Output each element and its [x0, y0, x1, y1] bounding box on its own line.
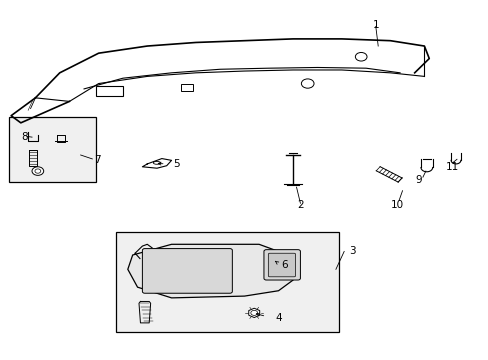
Polygon shape — [248, 308, 259, 318]
Circle shape — [301, 79, 313, 88]
Text: 10: 10 — [390, 200, 404, 210]
Text: 8: 8 — [21, 132, 27, 142]
Bar — [181, 84, 193, 91]
Polygon shape — [127, 244, 292, 298]
Text: 2: 2 — [297, 200, 303, 210]
Circle shape — [32, 167, 43, 175]
Circle shape — [35, 169, 41, 173]
Text: 1: 1 — [372, 19, 378, 30]
FancyBboxPatch shape — [9, 117, 96, 182]
FancyBboxPatch shape — [142, 249, 232, 293]
Text: 11: 11 — [445, 162, 458, 172]
FancyBboxPatch shape — [96, 86, 122, 96]
Text: 7: 7 — [94, 156, 100, 165]
Circle shape — [355, 53, 366, 61]
Text: 6: 6 — [281, 260, 287, 270]
Text: 5: 5 — [173, 159, 179, 169]
FancyBboxPatch shape — [116, 232, 339, 332]
Text: 9: 9 — [414, 175, 421, 185]
Ellipse shape — [153, 161, 160, 164]
Text: 4: 4 — [275, 312, 281, 323]
FancyBboxPatch shape — [264, 249, 300, 280]
Text: 3: 3 — [348, 247, 355, 256]
FancyBboxPatch shape — [268, 253, 295, 277]
Circle shape — [250, 310, 257, 315]
